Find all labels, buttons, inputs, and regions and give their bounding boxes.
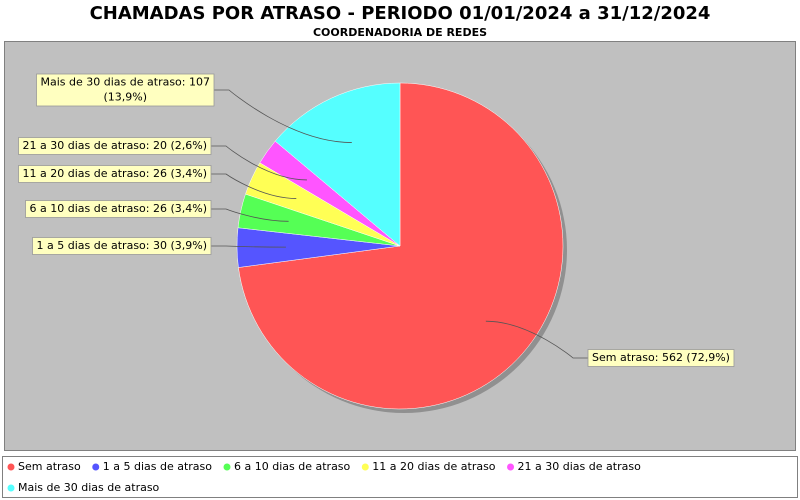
data-label: 11 a 20 dias de atraso: 26 (3,4%) — [23, 167, 207, 180]
data-label-group: Sem atraso: 562 (72,9%) — [587, 349, 735, 367]
chart-subtitle: COORDENADORIA DE REDES — [313, 26, 487, 39]
data-label-line: 21 a 30 dias de atraso: 20 (2,6%) — [23, 139, 207, 152]
legend-item: Sem atraso — [7, 460, 81, 473]
legend-item: 6 a 10 dias de atraso — [223, 460, 351, 473]
data-label-group: 11 a 20 dias de atraso: 26 (3,4%) — [18, 165, 212, 183]
data-label-group: 21 a 30 dias de atraso: 20 (2,6%) — [18, 137, 212, 155]
data-label-box — [25, 200, 212, 218]
data-label: 6 a 10 dias de atraso: 26 (3,4%) — [30, 202, 207, 215]
legend-marker — [7, 463, 15, 471]
data-label-group: Mais de 30 dias de atraso: 107 (13,9%) — [36, 73, 215, 107]
data-label-line: (13,9%) — [103, 91, 147, 104]
label-link — [214, 89, 352, 143]
legend-marker — [92, 463, 100, 471]
legend-label: 1 a 5 dias de atraso — [103, 460, 213, 473]
data-label-box — [18, 165, 212, 183]
label-link — [485, 320, 588, 359]
data-label-line: Mais de 30 dias de atraso: 107 — [41, 76, 211, 89]
legend-label: 21 a 30 dias de atraso — [518, 460, 642, 473]
data-label-line: Sem atraso: 562 (72,9%) — [592, 351, 730, 364]
data-label-box — [587, 349, 735, 367]
label-link — [211, 245, 286, 248]
legend-item: 1 a 5 dias de atraso — [92, 460, 212, 473]
data-label: 21 a 30 dias de atraso: 20 (2,6%) — [23, 139, 207, 152]
data-label: Mais de 30 dias de atraso: 107 (13,9%) — [41, 76, 211, 104]
data-label-group: 1 a 5 dias de atraso: 30 (3,9%) — [32, 237, 212, 255]
legend-label: Sem atraso — [18, 460, 81, 473]
legend-marker — [223, 463, 231, 471]
legend-item: Mais de 30 dias de atraso — [7, 481, 160, 494]
pie-slice — [238, 82, 564, 410]
legend-box — [2, 456, 798, 498]
data-label-line: 6 a 10 dias de atraso: 26 (3,4%) — [30, 202, 207, 215]
data-label-box — [36, 73, 215, 107]
legend-marker — [7, 484, 15, 492]
data-label-box — [18, 137, 212, 155]
data-label: 1 a 5 dias de atraso: 30 (3,9%) — [37, 239, 207, 252]
legend-label: Mais de 30 dias de atraso — [18, 481, 160, 494]
data-label-box — [32, 237, 212, 255]
data-label-line: 1 a 5 dias de atraso: 30 (3,9%) — [37, 239, 207, 252]
label-link — [211, 145, 307, 181]
label-link — [211, 173, 297, 199]
legend-marker — [507, 463, 515, 471]
legend-item: 11 a 20 dias de atraso — [361, 460, 496, 473]
legend-item: 21 a 30 dias de atraso — [507, 460, 641, 473]
data-label: Sem atraso: 562 (72,9%) — [592, 351, 730, 364]
label-link — [211, 208, 289, 222]
pie-slice — [274, 82, 401, 247]
data-label-line: 11 a 20 dias de atraso: 26 (3,4%) — [23, 167, 207, 180]
chart-title: CHAMADAS POR ATRASO - PERIODO 01/01/2024… — [90, 3, 711, 24]
legend-marker — [361, 463, 369, 471]
legend-label: 11 a 20 dias de atraso — [372, 460, 496, 473]
legend-label: 6 a 10 dias de atraso — [234, 460, 351, 473]
data-label-group: 6 a 10 dias de atraso: 26 (3,4%) — [25, 200, 212, 218]
